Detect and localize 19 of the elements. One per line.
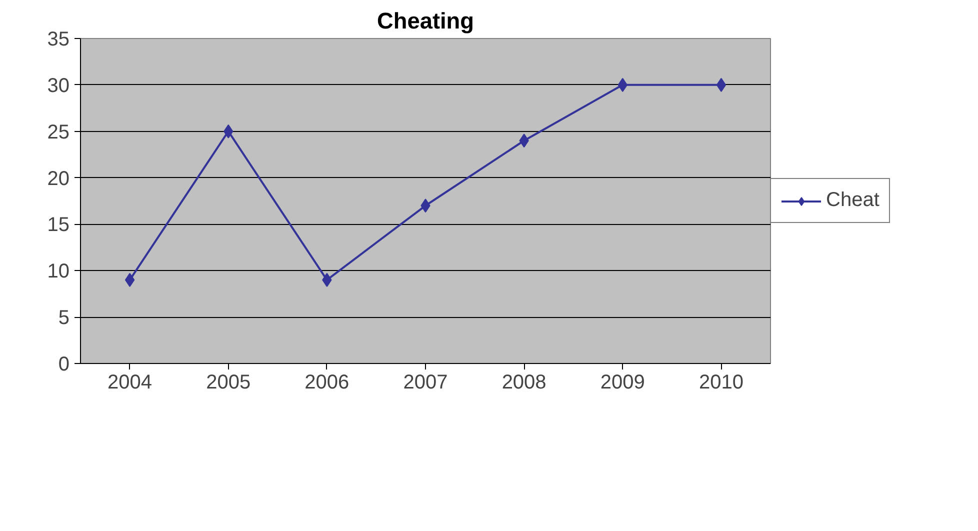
x-tick-label: 2006 <box>304 372 350 394</box>
y-tick-label: 30 <box>47 74 70 97</box>
y-tick-label: 10 <box>47 260 70 283</box>
y-tick-label: 15 <box>47 214 70 236</box>
x-tick-label: 2004 <box>108 372 152 394</box>
point <box>124 272 135 287</box>
x-tick-label: 2009 <box>600 372 645 394</box>
y-tick-label: 20 <box>47 168 70 190</box>
x-tick-label: 2010 <box>698 372 744 394</box>
x-tick-label: 2008 <box>502 372 546 394</box>
x-tick-label: 2007 <box>403 372 448 394</box>
x-tick-label: 2005 <box>206 372 251 394</box>
point <box>716 78 726 92</box>
y-tick-label: 0 <box>58 354 70 376</box>
chart-title: Cheating <box>377 8 474 34</box>
y-tick-label: 5 <box>58 307 70 330</box>
legend-label: Cheat <box>826 189 880 212</box>
y-tick-label: 25 <box>47 121 70 144</box>
y-tick-label: 35 <box>47 28 70 50</box>
